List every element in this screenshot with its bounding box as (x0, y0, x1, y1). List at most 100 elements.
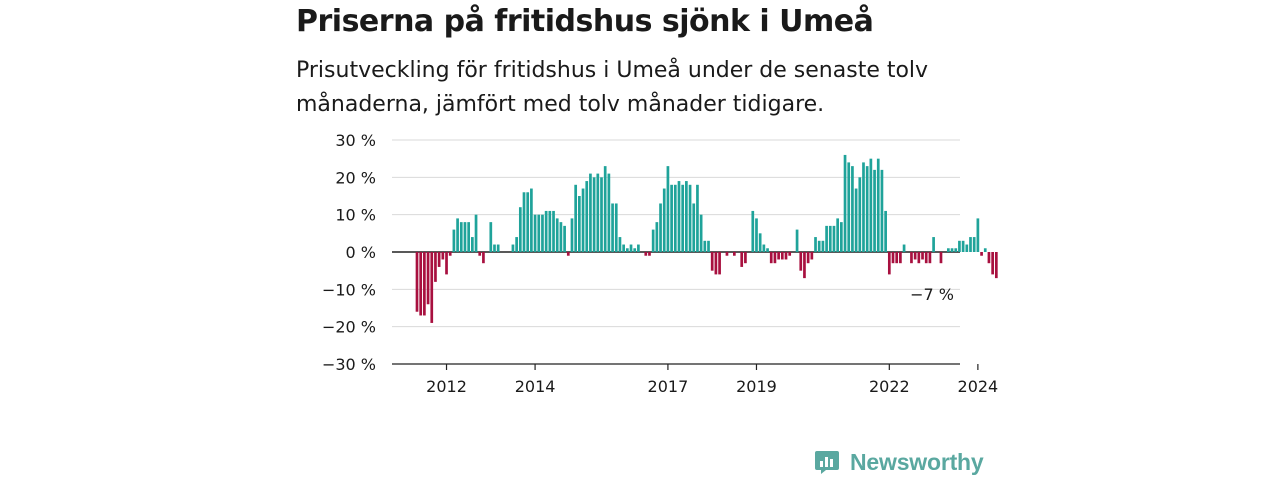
bar (758, 233, 762, 252)
bar (415, 252, 419, 312)
bar (987, 252, 991, 264)
y-tick-label: 0 % (346, 243, 376, 262)
chart-title: Priserna på fritidshus sjönk i Umeå (296, 4, 874, 39)
bar (969, 237, 972, 252)
bar (496, 244, 500, 252)
bar (555, 218, 559, 252)
bar (673, 184, 677, 252)
bar (828, 225, 832, 252)
bar (441, 252, 445, 260)
brand-name: Newsworthy (850, 448, 984, 475)
bar (526, 192, 530, 252)
bar (832, 225, 836, 252)
bar (854, 188, 858, 252)
bar (518, 207, 522, 252)
bar (544, 210, 548, 252)
bar (434, 252, 437, 282)
bar (803, 252, 806, 279)
bar (611, 203, 614, 252)
bar (578, 196, 581, 252)
x-tick-label: 2012 (426, 377, 467, 396)
bar (688, 184, 692, 252)
x-tick-label: 2019 (736, 377, 777, 396)
bar (891, 252, 895, 264)
x-tick-label: 2014 (515, 377, 556, 396)
bar (718, 252, 721, 275)
bar (426, 252, 430, 305)
bar (659, 203, 662, 252)
bar (958, 240, 961, 252)
bar (865, 166, 869, 252)
bar (607, 173, 611, 252)
bar (648, 252, 651, 256)
bar (788, 252, 792, 256)
bar (847, 162, 851, 252)
bar (699, 214, 703, 252)
bar (478, 252, 482, 256)
bar (932, 237, 935, 252)
bar (795, 229, 799, 252)
bar (585, 181, 589, 252)
bar (666, 166, 670, 252)
bar (732, 252, 736, 256)
y-tick-label: 10 % (335, 206, 376, 225)
bar (600, 177, 603, 252)
bar (825, 225, 828, 252)
y-tick-label: −30 % (322, 355, 376, 374)
bar (471, 237, 474, 252)
bar (633, 248, 637, 252)
bar (851, 166, 854, 252)
y-tick-label: −10 % (322, 280, 376, 299)
bar (843, 154, 847, 252)
bar (493, 244, 496, 252)
bar (954, 248, 958, 252)
bar (548, 210, 552, 252)
bar (522, 192, 526, 252)
bar (592, 177, 596, 252)
bar (537, 214, 541, 252)
bar (581, 188, 585, 252)
bar (821, 240, 825, 252)
bar (762, 244, 766, 252)
bar (814, 237, 817, 252)
x-tick-label: 2022 (869, 377, 910, 396)
bar (884, 210, 887, 252)
bar (692, 203, 696, 252)
bar (740, 252, 744, 267)
bar (928, 252, 932, 264)
bars-layer (415, 154, 998, 323)
bar (467, 222, 471, 252)
bar (976, 218, 980, 252)
bar (921, 252, 924, 260)
bar (810, 252, 814, 260)
y-tick-label: 20 % (335, 168, 376, 187)
bar (629, 244, 633, 252)
bar (419, 252, 423, 316)
bar (817, 240, 821, 252)
bar (766, 248, 769, 252)
bar (445, 252, 448, 275)
bar (910, 252, 913, 264)
bar (939, 252, 943, 264)
bar (991, 252, 994, 275)
bar (589, 173, 592, 252)
bar (423, 252, 426, 316)
bar (994, 252, 998, 279)
bar (559, 222, 563, 252)
bar (773, 252, 777, 264)
bar (862, 162, 865, 252)
bar (637, 244, 640, 252)
bar (541, 214, 544, 252)
bar (570, 218, 574, 252)
newsworthy-logo-icon (815, 451, 839, 474)
bar (530, 188, 533, 252)
bar (869, 158, 873, 252)
bar (511, 244, 515, 252)
bar (685, 181, 688, 252)
bar (448, 252, 452, 256)
axis-layer: 30 % 20 % 10 % 0 % −10 % −20 % −30 % 2012 2014 20… (322, 131, 998, 396)
bar (777, 252, 780, 260)
bar (917, 252, 921, 264)
bar (651, 229, 655, 252)
